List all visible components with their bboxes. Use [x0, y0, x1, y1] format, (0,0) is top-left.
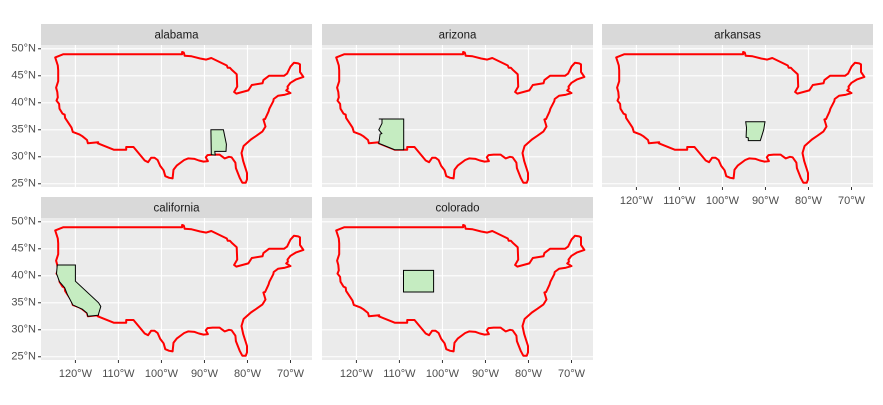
- x-tick-label: 120°W: [59, 368, 93, 380]
- x-tick-label: 110°W: [663, 195, 696, 207]
- facet-panel: alabama 25°N 30°N 35°N 40°N 45°N 50°N: [11, 24, 312, 190]
- x-tick-label: 120°W: [620, 195, 654, 207]
- facet-title: colorado: [435, 203, 479, 215]
- y-tick-label: 30°N: [11, 151, 36, 163]
- strip-background: [322, 197, 593, 218]
- state-shape: [378, 118, 405, 151]
- x-tick-label: 90°W: [472, 368, 500, 380]
- facet-title: alabama: [154, 30, 199, 42]
- y-tick-label: 25°N: [11, 178, 36, 190]
- x-tick-label: 80°W: [234, 368, 262, 380]
- x-tick-label: 110°W: [102, 368, 135, 380]
- country-outline: [335, 224, 586, 357]
- y-tick-label: 35°N: [11, 124, 36, 136]
- state-shape: [210, 129, 227, 156]
- facet-panel: arizona: [322, 24, 593, 187]
- x-tick-label: 80°W: [795, 195, 823, 207]
- y-tick-label: 25°N: [11, 351, 36, 363]
- x-tick-label: 70°W: [277, 368, 305, 380]
- facet-title: arkansas: [714, 30, 761, 42]
- strip-background: [322, 24, 593, 45]
- x-tick-label: 100°W: [706, 195, 740, 207]
- y-tick-label: 50°N: [11, 43, 36, 55]
- facet-panel: arkansas 120°W 110°W 100°W 90°W 80°W 70°W: [602, 24, 873, 207]
- strip-background: [602, 24, 873, 45]
- country-outline: [54, 51, 305, 184]
- y-tick-label: 40°N: [11, 97, 36, 109]
- x-tick-label: 120°W: [340, 368, 374, 380]
- y-tick-label: 30°N: [11, 324, 36, 336]
- y-tick-label: 40°N: [11, 270, 36, 282]
- state-shape: [403, 269, 435, 293]
- x-tick-label: 90°W: [191, 368, 219, 380]
- strip-background: [41, 24, 312, 45]
- x-tick-label: 80°W: [515, 368, 543, 380]
- y-tick-label: 35°N: [11, 297, 36, 309]
- facet-title: arizona: [439, 30, 477, 42]
- facet-panel: colorado 120°W 110°W 100°W 90°W 80°W 70°W: [322, 197, 593, 380]
- country-outline: [335, 51, 586, 184]
- x-tick-label: 100°W: [426, 368, 460, 380]
- y-tick-label: 45°N: [11, 243, 36, 255]
- state-shape: [745, 121, 766, 142]
- x-tick-label: 70°W: [838, 195, 866, 207]
- x-tick-label: 90°W: [752, 195, 780, 207]
- facet-title: california: [153, 203, 200, 215]
- x-tick-label: 110°W: [383, 368, 416, 380]
- strip-background: [41, 197, 312, 218]
- x-tick-label: 100°W: [145, 368, 179, 380]
- facet-panel: california 120°W 110°W 100°W 90°W 80°W 70°W 25°…: [11, 197, 312, 380]
- country-outline: [615, 51, 866, 184]
- y-tick-label: 50°N: [11, 216, 36, 228]
- y-tick-label: 45°N: [11, 70, 36, 82]
- x-tick-label: 70°W: [558, 368, 586, 380]
- state-shape: [55, 264, 102, 317]
